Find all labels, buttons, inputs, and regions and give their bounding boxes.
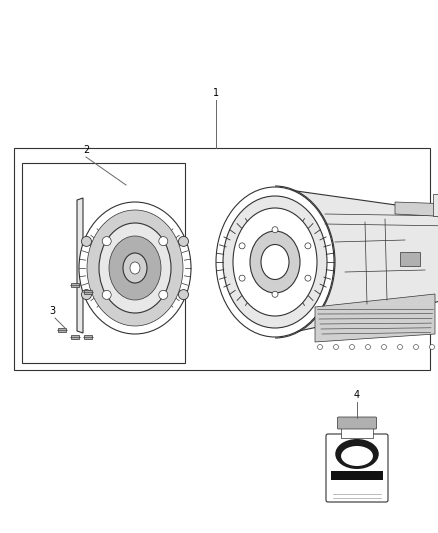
Ellipse shape [87, 210, 183, 326]
Circle shape [365, 344, 371, 350]
Circle shape [333, 344, 339, 350]
Bar [331, 471, 383, 480]
Circle shape [102, 290, 111, 300]
Ellipse shape [335, 439, 379, 469]
Circle shape [179, 289, 188, 300]
Ellipse shape [223, 196, 327, 328]
FancyBboxPatch shape [337, 417, 377, 429]
Circle shape [159, 290, 168, 300]
Text: 4: 4 [354, 390, 360, 400]
Circle shape [102, 237, 111, 246]
Ellipse shape [250, 231, 300, 293]
Bar [433, 194, 438, 216]
Bar [341, 426, 373, 438]
Bar [14, 148, 430, 370]
Ellipse shape [123, 253, 147, 283]
Ellipse shape [341, 446, 373, 466]
Ellipse shape [99, 223, 171, 313]
Circle shape [381, 344, 386, 350]
Bar [22, 163, 185, 363]
Ellipse shape [109, 236, 161, 300]
Bar [84, 335, 92, 339]
Circle shape [430, 344, 434, 350]
Circle shape [179, 237, 188, 246]
Ellipse shape [216, 187, 334, 337]
Ellipse shape [233, 208, 317, 316]
Ellipse shape [261, 245, 289, 279]
Bar [58, 328, 66, 332]
Polygon shape [77, 198, 83, 333]
Circle shape [272, 292, 278, 297]
Circle shape [159, 237, 168, 246]
Bar [71, 283, 79, 287]
Circle shape [350, 344, 354, 350]
Circle shape [413, 344, 418, 350]
Polygon shape [315, 294, 435, 342]
Circle shape [272, 227, 278, 233]
Text: M: M [353, 448, 361, 456]
Text: 2: 2 [83, 145, 89, 155]
Text: 1: 1 [213, 88, 219, 98]
Bar [400, 252, 420, 266]
Bar [71, 335, 79, 339]
Circle shape [398, 344, 403, 350]
Ellipse shape [79, 202, 191, 334]
Circle shape [239, 275, 245, 281]
FancyBboxPatch shape [326, 434, 388, 502]
Circle shape [239, 243, 245, 249]
Circle shape [318, 344, 322, 350]
Text: 3: 3 [49, 306, 55, 316]
Circle shape [305, 243, 311, 249]
Polygon shape [275, 188, 438, 336]
Circle shape [305, 275, 311, 281]
Ellipse shape [130, 262, 140, 274]
Polygon shape [395, 202, 438, 217]
Bar [84, 290, 92, 294]
Bar [331, 471, 383, 491]
Circle shape [81, 289, 92, 300]
Circle shape [81, 237, 92, 246]
